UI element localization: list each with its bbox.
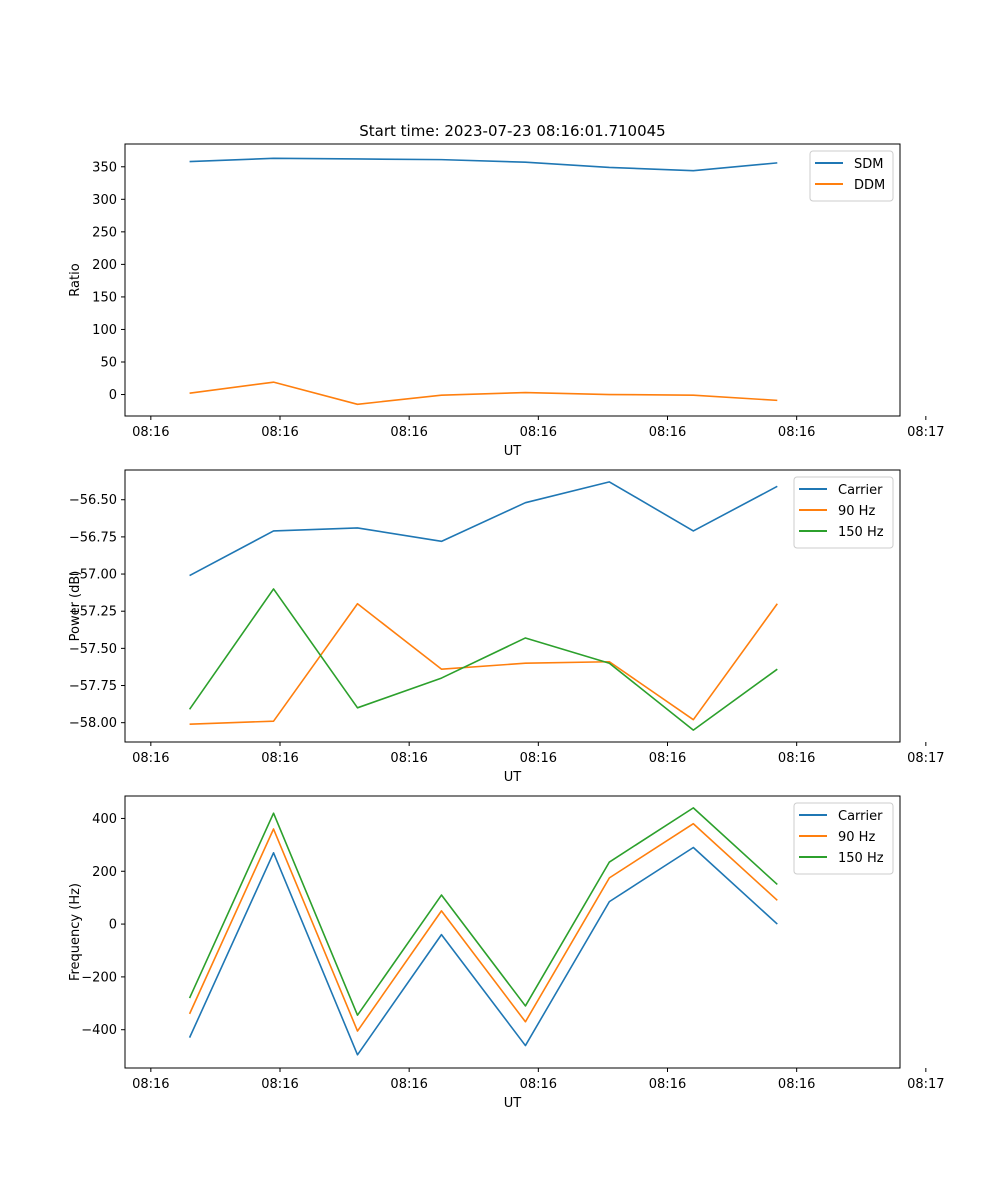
y-tick-label: −56.75 — [69, 530, 117, 545]
x-tick-label: 08:17 — [907, 425, 944, 440]
y-tick-label: 0 — [109, 388, 117, 403]
x-tick-label: 08:16 — [520, 751, 557, 766]
y-tick-label: 150 — [92, 290, 117, 305]
y-tick-label: 50 — [100, 355, 117, 370]
x-tick-label: 08:16 — [132, 1077, 169, 1092]
series-line-ddm — [189, 381, 778, 406]
y-tick-label: 300 — [92, 193, 117, 208]
x-tick-label: 08:16 — [390, 1077, 427, 1092]
x-tick-label: 08:16 — [520, 425, 557, 440]
legend-label: Carrier — [838, 483, 883, 498]
x-tick-label: 08:16 — [261, 1077, 298, 1092]
chart-panel-1: 08:16 08:16 08:16 08:16 08:16 08:16 08:17 0 50 10… — [68, 143, 945, 459]
series-line-carrier — [189, 481, 778, 577]
legend: SDM DDM — [809, 150, 894, 202]
y-tick-label: 350 — [92, 160, 117, 175]
x-tick-label: 08:17 — [907, 1077, 944, 1092]
series-line-90-hz — [189, 602, 778, 725]
y-tick-label: −56.50 — [69, 493, 117, 508]
x-tick-label: 08:16 — [390, 425, 427, 440]
x-tick-label: 08:16 — [390, 751, 427, 766]
legend: Carrier 90 Hz 150 Hz — [793, 476, 894, 549]
y-axis-label: Frequency (Hz) — [68, 883, 83, 981]
x-axis-label: UT — [504, 1096, 522, 1111]
y-axis-label: Power (dB) — [68, 571, 83, 642]
figure-title: Start time: 2023-07-23 08:16:01.710045 — [359, 122, 665, 140]
x-axis-label: UT — [504, 770, 522, 785]
y-tick-label: −200 — [81, 970, 117, 985]
y-tick-label: −57.25 — [69, 605, 117, 620]
series-line-90-hz — [188, 822, 778, 1032]
x-tick-label: 08:16 — [778, 751, 815, 766]
x-tick-label: 08:16 — [261, 425, 298, 440]
legend: Carrier 90 Hz 150 Hz — [793, 802, 894, 875]
x-tick-label: 08:16 — [261, 751, 298, 766]
y-tick-label: −400 — [81, 1023, 117, 1038]
y-tick-label: 250 — [92, 225, 117, 240]
x-tick-label: 08:16 — [132, 751, 169, 766]
y-tick-label: −57.00 — [69, 568, 117, 583]
y-tick-label: 200 — [92, 865, 117, 880]
x-tick-label: 08:16 — [649, 1077, 686, 1092]
chart-panel-2: 08:16 08:16 08:16 08:16 08:16 08:16 08:17 −58.0… — [68, 469, 945, 785]
series-line-150-hz — [188, 588, 778, 731]
series-line-sdm — [189, 157, 778, 172]
series-line-150-hz — [188, 807, 778, 1016]
legend-label: 150 Hz — [838, 851, 884, 866]
axes-frame — [124, 795, 901, 1069]
legend-label: DDM — [854, 178, 885, 193]
y-tick-label: −57.75 — [69, 679, 117, 694]
x-tick-label: 08:16 — [132, 425, 169, 440]
series-line-carrier — [188, 846, 778, 1056]
y-axis-label: Ratio — [68, 263, 83, 296]
x-tick-label: 08:16 — [520, 1077, 557, 1092]
axes-frame — [124, 469, 901, 743]
x-tick-label: 08:17 — [907, 751, 944, 766]
y-tick-label: 200 — [92, 258, 117, 273]
y-tick-label: 400 — [92, 812, 117, 827]
legend-label: 90 Hz — [838, 830, 875, 845]
y-tick-label: 0 — [109, 918, 117, 933]
y-tick-label: −58.00 — [69, 716, 117, 731]
x-tick-label: 08:16 — [778, 1077, 815, 1092]
y-tick-label: 100 — [92, 323, 117, 338]
chart-panel-3: 08:16 08:16 08:16 08:16 08:16 08:16 08:17 −400 −… — [68, 795, 945, 1111]
y-tick-label: −57.50 — [69, 642, 117, 657]
legend-label: SDM — [854, 157, 883, 172]
legend-label: Carrier — [838, 809, 883, 824]
x-tick-label: 08:16 — [778, 425, 815, 440]
legend-label: 150 Hz — [838, 525, 884, 540]
axes-frame — [124, 143, 901, 417]
x-tick-label: 08:16 — [649, 425, 686, 440]
legend-label: 90 Hz — [838, 504, 875, 519]
x-tick-label: 08:16 — [649, 751, 686, 766]
x-axis-label: UT — [504, 444, 522, 459]
